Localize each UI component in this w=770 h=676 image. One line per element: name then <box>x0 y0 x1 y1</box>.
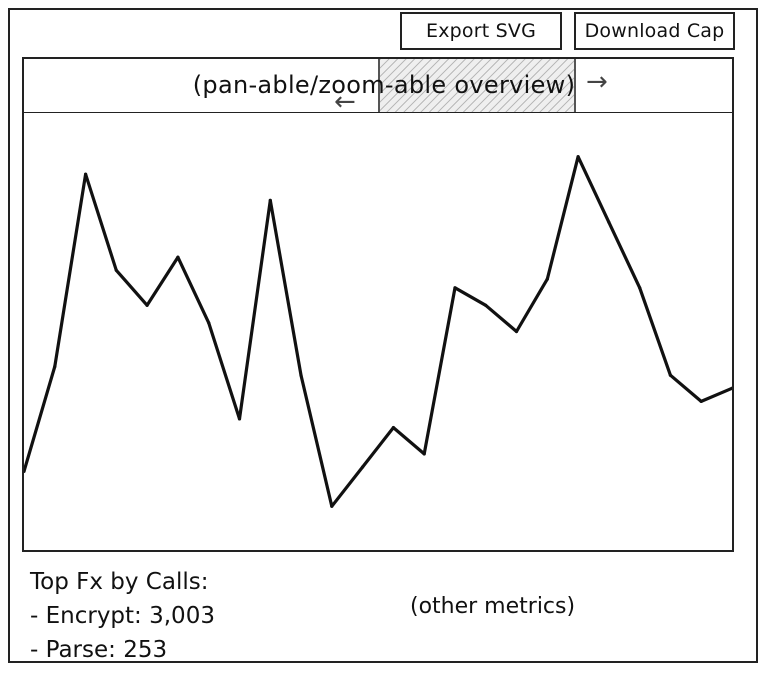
data-point <box>299 373 303 377</box>
data-point <box>453 286 457 290</box>
data-point <box>237 417 242 421</box>
data-point <box>484 303 488 307</box>
data-point <box>207 321 211 325</box>
data-point <box>514 329 519 334</box>
metric-item-parse: - Parse: 253 <box>30 637 168 663</box>
data-point <box>699 399 703 403</box>
data-point <box>53 364 57 369</box>
data-point <box>145 303 149 307</box>
data-point <box>545 277 549 281</box>
data-point <box>268 198 272 202</box>
data-point <box>330 504 334 508</box>
data-point <box>24 469 26 473</box>
main-chart[interactable] <box>22 113 734 552</box>
overview-viewport-window[interactable] <box>378 59 576 112</box>
download-cap-button[interactable]: Download Cap <box>574 12 735 50</box>
top-functions-heading: Top Fx by Calls: <box>30 569 209 595</box>
data-point <box>361 465 365 469</box>
pan-right-arrow-icon[interactable]: → <box>586 67 608 97</box>
data-point <box>607 220 611 224</box>
overview-panel[interactable]: (pan-able/zoom-able overview) → ← <box>22 57 734 117</box>
top-functions-panel: Top Fx by Calls: - Encrypt: 3,003 - Pars… <box>30 565 215 667</box>
line-chart-svg <box>24 155 732 508</box>
metric-item-encrypt: - Encrypt: 3,003 <box>30 603 215 629</box>
data-point <box>668 373 673 377</box>
data-point <box>730 386 732 390</box>
data-point <box>84 172 88 176</box>
data-point <box>576 155 580 159</box>
pan-left-arrow-icon[interactable]: ← <box>334 87 356 117</box>
series-line-0 <box>24 155 732 508</box>
other-metrics-label: (other metrics) <box>410 594 576 619</box>
data-point <box>114 268 118 272</box>
data-point <box>391 426 395 430</box>
data-point <box>422 452 426 456</box>
data-point <box>176 255 180 259</box>
export-svg-button[interactable]: Export SVG <box>400 12 562 50</box>
data-point <box>638 286 642 290</box>
